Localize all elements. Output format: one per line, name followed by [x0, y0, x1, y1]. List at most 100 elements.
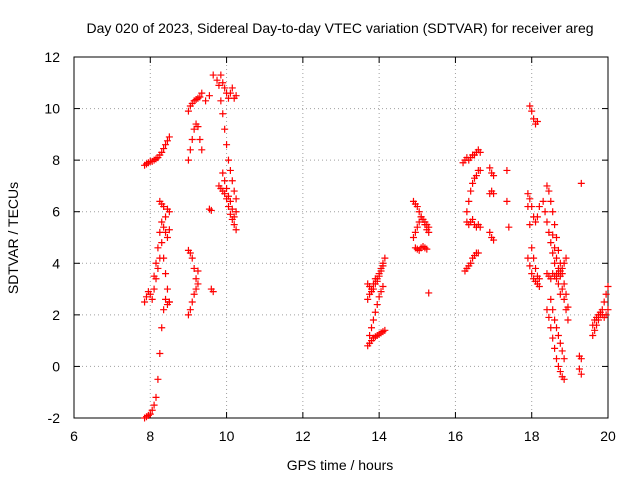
data-point-marker	[232, 208, 240, 216]
data-point-marker	[476, 223, 484, 231]
data-point-marker	[549, 249, 557, 257]
data-point-marker	[421, 221, 429, 229]
data-point-marker	[165, 208, 173, 216]
data-point-marker	[469, 179, 477, 187]
data-point-marker	[160, 223, 168, 231]
data-point-marker	[486, 164, 494, 172]
data-point-marker	[554, 264, 562, 272]
y-tick-label: 10	[44, 101, 60, 117]
data-point-marker	[368, 324, 376, 332]
data-point-marker	[543, 182, 551, 190]
data-point-marker	[230, 221, 238, 229]
data-point-marker	[562, 306, 570, 314]
data-point-marker	[409, 234, 417, 241]
data-point-marker	[545, 228, 553, 236]
data-point-marker	[549, 208, 557, 216]
data-point-marker	[158, 239, 166, 247]
data-point-marker	[207, 206, 215, 214]
data-point-marker	[219, 110, 227, 118]
data-point-marker	[541, 208, 549, 216]
data-point-marker	[532, 218, 540, 226]
data-point-marker	[162, 141, 170, 149]
data-point-marker	[194, 267, 202, 275]
y-tick-label: 12	[44, 49, 60, 65]
data-point-marker	[196, 136, 204, 144]
data-point-marker	[528, 270, 536, 278]
data-point-marker	[535, 203, 543, 211]
data-point-marker	[381, 326, 389, 334]
data-point-marker	[162, 270, 170, 278]
data-point-marker	[223, 141, 231, 149]
data-point-marker	[160, 254, 168, 262]
y-tick-label: 2	[52, 307, 60, 323]
data-point-marker	[226, 197, 234, 205]
data-point-marker	[150, 285, 158, 293]
data-point-marker	[547, 197, 555, 205]
data-point-marker	[553, 355, 561, 363]
x-tick-label: 12	[295, 428, 311, 444]
data-point-marker	[221, 125, 229, 133]
data-point-marker	[165, 133, 173, 141]
data-point-marker	[551, 259, 559, 267]
data-point-marker	[163, 137, 171, 145]
x-tick-label: 10	[219, 428, 235, 444]
data-point-marker	[591, 326, 599, 334]
data-point-marker	[163, 285, 171, 293]
data-point-marker	[556, 368, 564, 376]
data-point-marker	[469, 215, 477, 223]
grid	[74, 57, 608, 418]
chart-title: Day 020 of 2023, Sidereal Day-to-day VTE…	[86, 20, 593, 36]
data-point-marker	[152, 259, 160, 267]
data-point-marker	[413, 223, 421, 231]
data-point-marker	[226, 210, 234, 218]
data-point-marker	[146, 410, 154, 418]
data-point-marker	[551, 221, 559, 229]
data-point-marker	[148, 406, 156, 414]
data-point-marker	[377, 267, 385, 275]
data-point-marker	[564, 316, 572, 324]
data-point-marker	[528, 107, 536, 115]
data-point-marker	[219, 169, 227, 177]
data-point-marker	[188, 136, 196, 144]
data-point-marker	[188, 254, 196, 262]
data-point-marker	[554, 280, 562, 288]
data-point-marker	[224, 203, 232, 211]
data-point-marker	[230, 213, 238, 221]
data-point-marker	[221, 84, 229, 92]
data-point-marker	[232, 195, 240, 203]
data-point-marker	[215, 81, 223, 89]
data-point-marker	[577, 355, 585, 363]
data-point-marker	[551, 344, 559, 352]
data-point-marker	[158, 148, 166, 156]
data-point-marker	[558, 285, 566, 293]
data-point-marker	[560, 355, 568, 363]
data-point-marker	[190, 290, 198, 298]
data-point-marker	[198, 89, 206, 97]
data-point-marker	[198, 146, 206, 154]
data-point-marker	[368, 285, 376, 293]
data-point-marker	[419, 215, 427, 223]
data-point-marker	[425, 228, 433, 236]
data-point-marker	[364, 295, 372, 303]
data-point-marker	[379, 282, 387, 290]
data-point-marker	[379, 262, 387, 270]
data-point-marker	[577, 179, 585, 187]
data-point-marker	[154, 375, 162, 383]
data-point-marker	[375, 293, 383, 301]
data-point-marker	[535, 282, 543, 290]
data-point-marker	[413, 203, 421, 211]
data-point-marker	[184, 107, 192, 115]
data-point-marker	[547, 295, 555, 303]
data-point-marker	[543, 218, 551, 226]
data-point-marker	[232, 226, 240, 234]
data-point-marker	[577, 370, 585, 378]
x-axis-label: GPS time / hours	[287, 457, 394, 473]
data-point-marker	[158, 324, 166, 332]
y-axis-label: SDTVAR / TECUs	[5, 182, 21, 294]
data-point-marker	[162, 295, 170, 303]
data-point-marker	[465, 197, 473, 205]
data-point-marker	[223, 185, 231, 193]
data-point-marker	[415, 208, 423, 216]
data-point-marker	[184, 156, 192, 164]
